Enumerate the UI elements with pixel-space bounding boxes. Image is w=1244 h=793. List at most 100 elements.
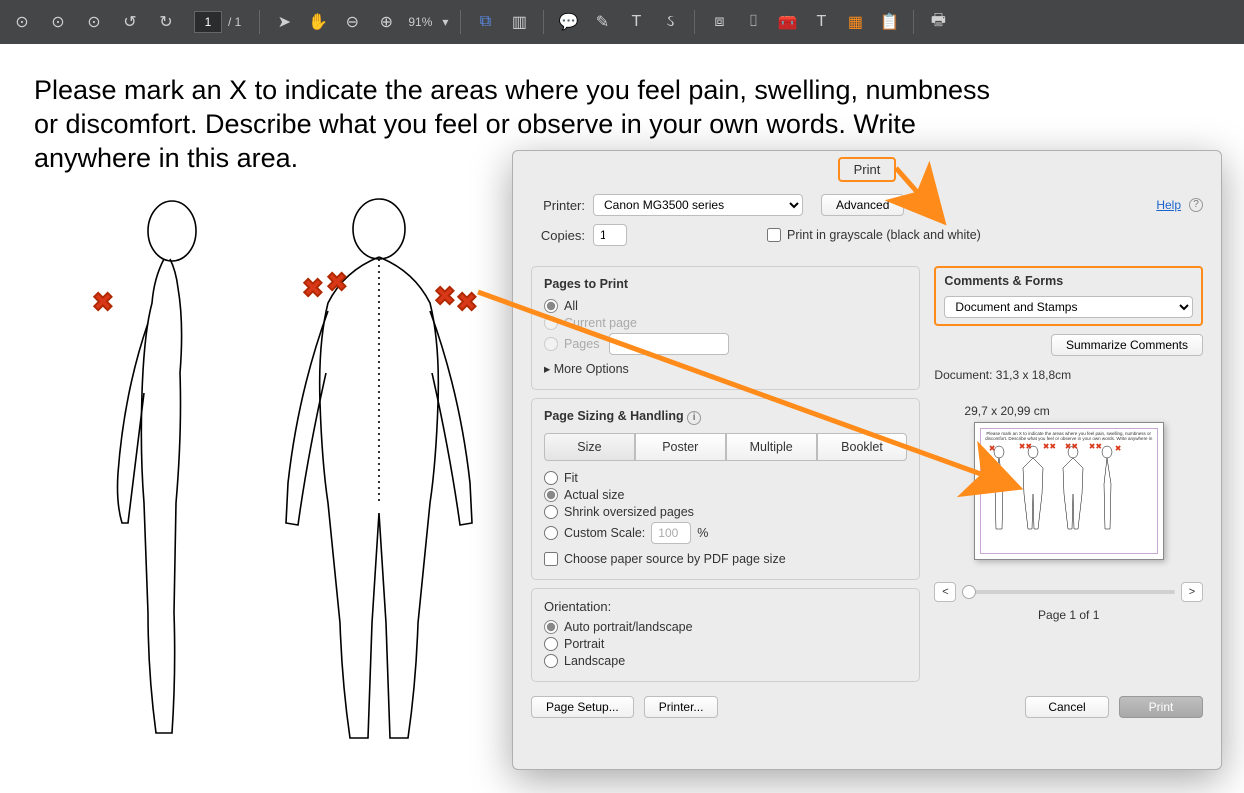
help-icon[interactable]: ? bbox=[1189, 198, 1203, 212]
grayscale-checkbox[interactable] bbox=[767, 228, 781, 242]
copies-input[interactable] bbox=[593, 224, 627, 246]
fit-radio[interactable] bbox=[544, 471, 558, 485]
actual-size-radio[interactable] bbox=[544, 488, 558, 502]
print-dialog: Print Printer: Canon MG3500 series Advan… bbox=[512, 150, 1222, 770]
attach-icon[interactable]: ⌷ bbox=[737, 6, 769, 38]
pdf-toolbar: ⊙ ⊙ ⊙ ↺ ↻ / 1 ➤ ✋ ⊖ ⊕ 91% ▾ ⧉ ▥ 💬 ✎ T ઽ … bbox=[0, 0, 1244, 44]
page-number-input[interactable] bbox=[194, 11, 222, 33]
pages-to-print-title: Pages to Print bbox=[544, 277, 907, 291]
highlighter-icon[interactable]: ✎ bbox=[586, 6, 618, 38]
pain-mark: ✖ bbox=[456, 287, 478, 318]
cancel-button[interactable]: Cancel bbox=[1025, 696, 1109, 718]
custom-scale-input bbox=[651, 522, 691, 544]
more-options-disclosure[interactable]: ▸ More Options bbox=[544, 361, 629, 376]
comment-icon[interactable]: 💬 bbox=[552, 6, 584, 38]
preview-slider[interactable] bbox=[962, 590, 1175, 594]
printer-label: Printer: bbox=[531, 198, 585, 213]
printer-select[interactable]: Canon MG3500 series bbox=[593, 194, 803, 216]
pages-current-label: Current page bbox=[564, 316, 637, 330]
rotate-cw-icon[interactable]: ↻ bbox=[150, 6, 182, 38]
orient-auto-label: Auto portrait/landscape bbox=[564, 620, 693, 634]
pain-mark: ✖ bbox=[92, 287, 114, 318]
stamp-icon[interactable]: ⧈ bbox=[703, 6, 735, 38]
preview-pager: < > bbox=[934, 582, 1203, 602]
print-preview: 29,7 x 20,99 cm Please mark an X to indi… bbox=[934, 404, 1203, 560]
shrink-radio[interactable] bbox=[544, 505, 558, 519]
print-icon[interactable]: 🖶 bbox=[922, 6, 954, 38]
ruler-icon[interactable]: ▥ bbox=[503, 6, 535, 38]
comments-forms-section: Comments & Forms Document and Stamps bbox=[934, 266, 1203, 326]
tools-icon[interactable]: 🧰 bbox=[771, 6, 803, 38]
zoom-out-icon[interactable]: ⊖ bbox=[336, 6, 368, 38]
custom-scale-label: Custom Scale: bbox=[564, 526, 645, 540]
shrink-label: Shrink oversized pages bbox=[564, 505, 694, 519]
preview-size-label: 29,7 x 20,99 cm bbox=[964, 404, 1203, 418]
copies-label: Copies: bbox=[531, 228, 585, 243]
text-tool-icon[interactable]: T bbox=[805, 6, 837, 38]
advanced-button[interactable]: Advanced bbox=[821, 194, 904, 216]
nav-down2-icon[interactable]: ⊙ bbox=[78, 6, 110, 38]
preview-thumbnail: Please mark an X to indicate the areas w… bbox=[974, 422, 1164, 560]
pain-mark: ✖ bbox=[302, 273, 324, 304]
orient-landscape-label: Landscape bbox=[564, 654, 625, 668]
page-sizing-title: Page Sizing & Handling i bbox=[544, 409, 907, 425]
rotate-ccw-icon[interactable]: ↺ bbox=[114, 6, 146, 38]
preview-next-button[interactable]: > bbox=[1181, 582, 1203, 602]
nav-down-icon[interactable]: ⊙ bbox=[42, 6, 74, 38]
fit-label: Fit bbox=[564, 471, 578, 485]
seg-poster[interactable]: Poster bbox=[635, 433, 726, 461]
dialog-title: Print bbox=[838, 157, 897, 182]
pointer-icon[interactable]: ➤ bbox=[268, 6, 300, 38]
preview-prev-button[interactable]: < bbox=[934, 582, 956, 602]
pain-mark: ✖ bbox=[434, 281, 456, 312]
comments-forms-select[interactable]: Document and Stamps bbox=[944, 296, 1193, 318]
paper-source-checkbox[interactable] bbox=[544, 552, 558, 566]
dialog-titlebar: Print bbox=[513, 151, 1221, 188]
comments-forms-title: Comments & Forms bbox=[944, 274, 1193, 288]
pages-all-radio[interactable] bbox=[544, 299, 558, 313]
seg-booklet[interactable]: Booklet bbox=[817, 433, 908, 461]
page-total-label: / 1 bbox=[228, 15, 241, 29]
body-back-view: ✖ ✖ ✖ ✖ bbox=[264, 193, 494, 758]
highlight-tool-icon[interactable]: ▦ bbox=[839, 6, 871, 38]
seg-size[interactable]: Size bbox=[544, 433, 635, 461]
document-size-label: Document: 31,3 x 18,8cm bbox=[934, 368, 1203, 382]
grayscale-label: Print in grayscale (black and white) bbox=[787, 228, 981, 242]
custom-scale-radio[interactable] bbox=[544, 526, 558, 540]
page-sizing-section: Page Sizing & Handling i Size Poster Mul… bbox=[531, 398, 920, 580]
signature-icon[interactable]: ઽ bbox=[654, 6, 686, 38]
pages-all-label: All bbox=[564, 299, 578, 313]
zoom-dropdown-icon[interactable]: ▾ bbox=[442, 15, 448, 29]
zoom-in-icon[interactable]: ⊕ bbox=[370, 6, 402, 38]
summarize-comments-button[interactable]: Summarize Comments bbox=[1051, 334, 1203, 356]
sizing-segmented-control: Size Poster Multiple Booklet bbox=[544, 433, 907, 461]
print-button[interactable]: Print bbox=[1119, 696, 1203, 718]
clipboard-icon[interactable]: 📋 bbox=[873, 6, 905, 38]
pain-mark: ✖ bbox=[326, 267, 348, 298]
orientation-title: Orientation: bbox=[544, 599, 907, 614]
pages-to-print-section: Pages to Print All Current page Pages ▸ … bbox=[531, 266, 920, 390]
pages-range-label: Pages bbox=[564, 337, 599, 351]
seg-multiple[interactable]: Multiple bbox=[726, 433, 817, 461]
nav-up-icon[interactable]: ⊙ bbox=[6, 6, 38, 38]
page-setup-button[interactable]: Page Setup... bbox=[531, 696, 634, 718]
help-link[interactable]: Help bbox=[1156, 198, 1181, 212]
actual-size-label: Actual size bbox=[564, 488, 624, 502]
zoom-level-label: 91% bbox=[408, 15, 432, 29]
pages-range-input bbox=[609, 333, 729, 355]
info-icon[interactable]: i bbox=[687, 411, 701, 425]
text-box-icon[interactable]: T bbox=[620, 6, 652, 38]
paper-source-label: Choose paper source by PDF page size bbox=[564, 552, 786, 566]
orient-portrait-radio[interactable] bbox=[544, 637, 558, 651]
pages-current-radio bbox=[544, 316, 558, 330]
orient-landscape-radio[interactable] bbox=[544, 654, 558, 668]
percent-label: % bbox=[697, 526, 708, 540]
orient-portrait-label: Portrait bbox=[564, 637, 604, 651]
printer-settings-button[interactable]: Printer... bbox=[644, 696, 719, 718]
hand-icon[interactable]: ✋ bbox=[302, 6, 334, 38]
fit-width-icon[interactable]: ⧉ bbox=[469, 6, 501, 38]
body-side-view: ✖ bbox=[94, 193, 224, 758]
preview-page-label: Page 1 of 1 bbox=[934, 608, 1203, 622]
orient-auto-radio[interactable] bbox=[544, 620, 558, 634]
orientation-section: Orientation: Auto portrait/landscape Por… bbox=[531, 588, 920, 682]
